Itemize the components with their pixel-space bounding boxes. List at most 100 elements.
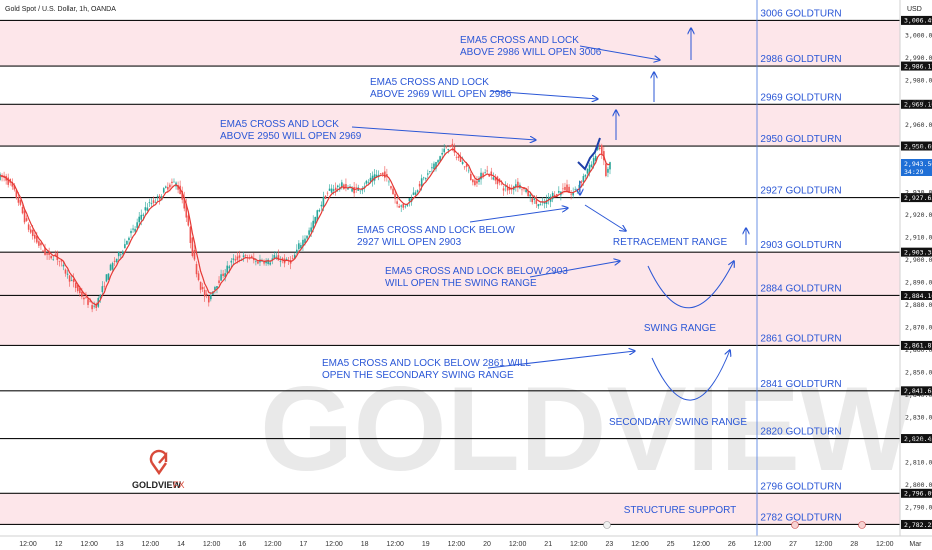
candle-body: [185, 203, 188, 218]
candle-body: [416, 190, 419, 193]
arrow-2950: [351, 126, 536, 140]
candle-body: [341, 182, 343, 187]
time-tick-2: 12:00: [80, 541, 98, 548]
event-marker-icon[interactable]: [603, 521, 611, 529]
candle-body: [214, 287, 216, 290]
candle-body: [210, 295, 212, 300]
candle-body: [551, 192, 554, 200]
candle-body: [435, 161, 437, 169]
candle-body: [572, 191, 574, 196]
candle-body: [119, 254, 122, 256]
price-axis[interactable]: 3,006.490 2,986.179 2,969.167 2,950.606 2,92…: [901, 15, 932, 529]
zone-0: [0, 20, 900, 67]
candle-body: [113, 260, 116, 262]
candle-body: [60, 260, 63, 262]
candle-body: [312, 220, 314, 229]
price-tick-10: 2,900.000: [905, 256, 932, 264]
time-tick-18: 12:00: [570, 541, 588, 548]
candle-body: [447, 148, 450, 151]
candle-body: [250, 256, 253, 258]
candle-body: [584, 174, 587, 177]
candle-body: [91, 305, 93, 310]
candle-body: [457, 156, 460, 158]
candle-body: [183, 197, 186, 209]
candle-body: [105, 274, 108, 282]
candle-body: [437, 160, 439, 163]
candle-body: [433, 163, 435, 170]
level-tag-text-9: 2,820.455: [904, 435, 932, 443]
candle-body: [66, 273, 69, 275]
candle-body: [494, 178, 497, 181]
price-tick-21: 2,790.000: [905, 503, 932, 511]
candle-body: [408, 198, 411, 202]
candle-body: [570, 194, 572, 195]
candle-body: [592, 158, 595, 165]
candle-body: [384, 171, 386, 178]
candle-body: [478, 178, 480, 182]
time-tick-22: 12:00: [692, 541, 710, 548]
annotation-2927-line1: EMA5 CROSS AND LOCK BELOW: [357, 225, 515, 236]
candle-body: [23, 210, 26, 223]
annotation-2861-line1: EMA5 CROSS AND LOCK BELOW 2861 WILL: [322, 358, 531, 369]
candle-body: [124, 244, 126, 249]
candle-body: [136, 222, 138, 228]
candle-body: [236, 256, 239, 260]
price-tick-14: 2,860.000: [905, 346, 932, 354]
candle-body: [293, 254, 296, 259]
candle-body: [81, 291, 83, 297]
time-tick-27: 28: [850, 541, 858, 548]
candle-body: [255, 261, 257, 262]
candle-body: [332, 189, 335, 191]
level-tag-text-0: 3,006.490: [904, 17, 932, 25]
flag-event-icon-2[interactable]: [858, 521, 866, 529]
level-tag-9: [901, 434, 932, 444]
goldturn-labels-layer: 3006 GOLDTURN 2986 GOLDTURN 2969 GOLDTURN 2…: [760, 8, 841, 523]
goldturn-label-3: 2950 GOLDTURN: [760, 134, 841, 145]
candle-body: [345, 184, 347, 189]
candle-body: [169, 184, 171, 188]
arrow-swing: [529, 261, 620, 278]
time-tick-10: 12:00: [325, 541, 343, 548]
candle-body: [300, 245, 302, 249]
candle-body: [216, 286, 218, 289]
candle-body: [158, 195, 161, 200]
candle-body: [72, 278, 75, 283]
candle-body: [525, 189, 527, 193]
candle-body: [273, 255, 276, 260]
time-tick-9: 17: [300, 541, 308, 548]
candle-body: [234, 259, 237, 261]
candle-body: [422, 177, 425, 179]
goldturn-label-11: 2782 GOLDTURN: [760, 512, 841, 523]
candle-body: [197, 273, 200, 281]
level-tag-text-2: 2,969.167: [904, 101, 932, 109]
time-tick-17: 21: [544, 541, 552, 548]
level-tag-text-5: 2,903.386: [904, 248, 932, 256]
time-tick-26: 12:00: [815, 541, 833, 548]
candle-body: [109, 264, 112, 271]
candle-body: [390, 186, 392, 189]
time-axis[interactable]: 12:00 12 12:00 13 12:00 14 12:00 16 12:00 17 12:00…: [19, 541, 922, 548]
candle-body: [504, 186, 507, 188]
candle-body: [128, 237, 130, 241]
candle-body: [126, 240, 128, 245]
candle-body: [451, 143, 454, 147]
candle-body: [58, 260, 61, 262]
goldview-logo: GOLDVIEW FX: [132, 449, 185, 490]
logo-mark-icon: [149, 449, 168, 464]
time-tick-25: 27: [789, 541, 797, 548]
candle-body: [441, 152, 443, 155]
candle-body: [68, 275, 71, 282]
candle-body: [148, 202, 151, 204]
candle-body: [228, 266, 231, 269]
candle-body: [398, 206, 400, 208]
candle-body: [122, 251, 124, 255]
candle-body: [306, 235, 308, 239]
candle-body: [386, 174, 388, 177]
flag-event-icon[interactable]: [791, 521, 799, 529]
candle-body: [492, 177, 495, 180]
zone-3: [0, 295, 900, 346]
goldturn-label-0: 3006 GOLDTURN: [760, 8, 841, 19]
candle-body: [594, 156, 597, 161]
candle-body: [500, 183, 503, 185]
